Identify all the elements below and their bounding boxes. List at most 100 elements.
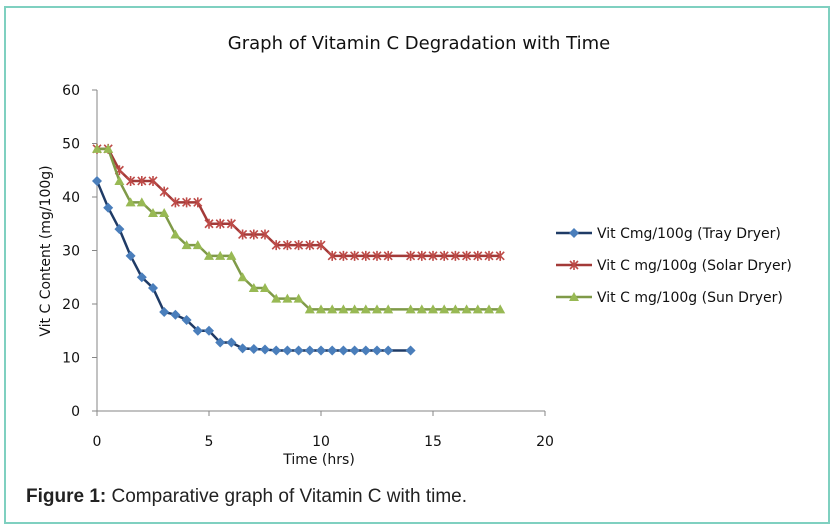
- data-point: [248, 343, 259, 354]
- data-point: [249, 229, 259, 240]
- data-point: [338, 345, 349, 356]
- data-point: [226, 337, 237, 348]
- data-point: [282, 293, 293, 303]
- data-point: [439, 304, 450, 314]
- x-tick-label: 5: [205, 434, 214, 450]
- legend-label: Vit C mg/100g (Solar Dryer): [597, 258, 792, 274]
- data-point: [148, 175, 158, 186]
- data-point: [406, 250, 416, 261]
- data-point: [383, 304, 394, 314]
- series-layer: [92, 143, 506, 356]
- data-point: [372, 250, 382, 261]
- data-point: [181, 240, 192, 250]
- y-tick-label: 0: [71, 404, 80, 420]
- legend-label: Vit C mg/100g (Sun Dryer): [597, 290, 783, 306]
- data-point: [92, 143, 102, 153]
- data-point: [215, 250, 226, 260]
- data-point: [159, 307, 170, 318]
- data-point: [182, 197, 192, 208]
- data-point: [204, 218, 214, 229]
- y-tick-label: 50: [62, 137, 80, 153]
- data-point: [215, 218, 225, 229]
- y-tick-label: 30: [62, 244, 80, 260]
- data-point: [472, 304, 483, 314]
- legend-item: Vit C mg/100g (Sun Dryer): [556, 290, 783, 306]
- data-point: [226, 250, 237, 260]
- data-point: [428, 250, 438, 261]
- data-point: [495, 304, 506, 314]
- data-point: [405, 345, 416, 356]
- data-point: [461, 304, 472, 314]
- data-point: [137, 175, 147, 186]
- data-point: [125, 250, 136, 261]
- data-point: [148, 282, 158, 293]
- data-point: [114, 224, 125, 235]
- data-point: [495, 250, 505, 261]
- data-point: [405, 304, 416, 314]
- data-point: [136, 197, 147, 207]
- data-point: [248, 282, 259, 292]
- y-axis-label: Vit C Content (mg/100g): [38, 165, 54, 336]
- data-point: [416, 304, 427, 314]
- data-point: [260, 344, 270, 355]
- data-point: [282, 345, 293, 356]
- data-point: [293, 345, 304, 356]
- data-point: [215, 337, 226, 348]
- legend: Vit Cmg/100g (Tray Dryer) Vit C mg/100g (…: [556, 226, 792, 306]
- x-tick-label: 10: [312, 434, 330, 450]
- data-point: [204, 250, 214, 260]
- data-point: [170, 229, 181, 239]
- data-point: [159, 186, 169, 197]
- data-point: [159, 208, 170, 218]
- data-point: [226, 218, 236, 229]
- data-point: [103, 202, 114, 213]
- legend-item: Vit C mg/100g (Solar Dryer): [556, 258, 792, 274]
- data-point: [349, 304, 360, 314]
- series-line: [97, 147, 501, 258]
- caption-text: Comparative graph of Vitamin C with time…: [106, 486, 468, 507]
- x-tick-label: 0: [93, 434, 102, 450]
- legend-marker: [569, 260, 579, 270]
- y-tick-label: 10: [62, 351, 80, 367]
- data-point: [450, 304, 461, 314]
- legend-label: Vit Cmg/100g (Tray Dryer): [597, 226, 781, 242]
- data-point: [439, 250, 449, 261]
- y-tick-label: 20: [62, 297, 80, 313]
- data-point: [271, 240, 281, 251]
- x-axis-label: Time (hrs): [282, 452, 355, 468]
- data-point: [293, 293, 304, 303]
- data-point: [282, 240, 292, 251]
- series-line: [95, 180, 411, 352]
- data-point: [327, 345, 338, 356]
- data-point: [349, 345, 360, 356]
- data-point: [170, 197, 180, 208]
- data-point: [338, 304, 349, 314]
- legend-item: Vit Cmg/100g (Tray Dryer): [556, 226, 781, 242]
- series-line: [97, 147, 501, 311]
- x-tick-label: 20: [536, 434, 554, 450]
- legend-marker: [569, 228, 579, 238]
- data-point: [192, 325, 203, 336]
- data-point: [136, 272, 147, 283]
- data-point: [271, 293, 282, 303]
- x-tick-label: 15: [424, 434, 442, 450]
- data-point: [148, 208, 158, 218]
- data-point: [360, 345, 371, 356]
- data-point: [350, 250, 360, 261]
- data-point: [338, 250, 348, 261]
- series-0: [92, 175, 416, 356]
- figure-frame: [4, 6, 830, 524]
- data-point: [428, 304, 438, 314]
- data-point: [125, 197, 136, 207]
- chart-title: Graph of Vitamin C Degradation with Time: [228, 33, 610, 54]
- data-point: [316, 304, 326, 314]
- data-point: [92, 175, 102, 186]
- data-point: [304, 345, 315, 356]
- data-point: [316, 240, 326, 251]
- data-point: [383, 250, 393, 261]
- data-point: [372, 304, 382, 314]
- data-point: [193, 197, 203, 208]
- data-point: [316, 345, 326, 356]
- data-point: [238, 229, 248, 240]
- data-point: [260, 229, 270, 240]
